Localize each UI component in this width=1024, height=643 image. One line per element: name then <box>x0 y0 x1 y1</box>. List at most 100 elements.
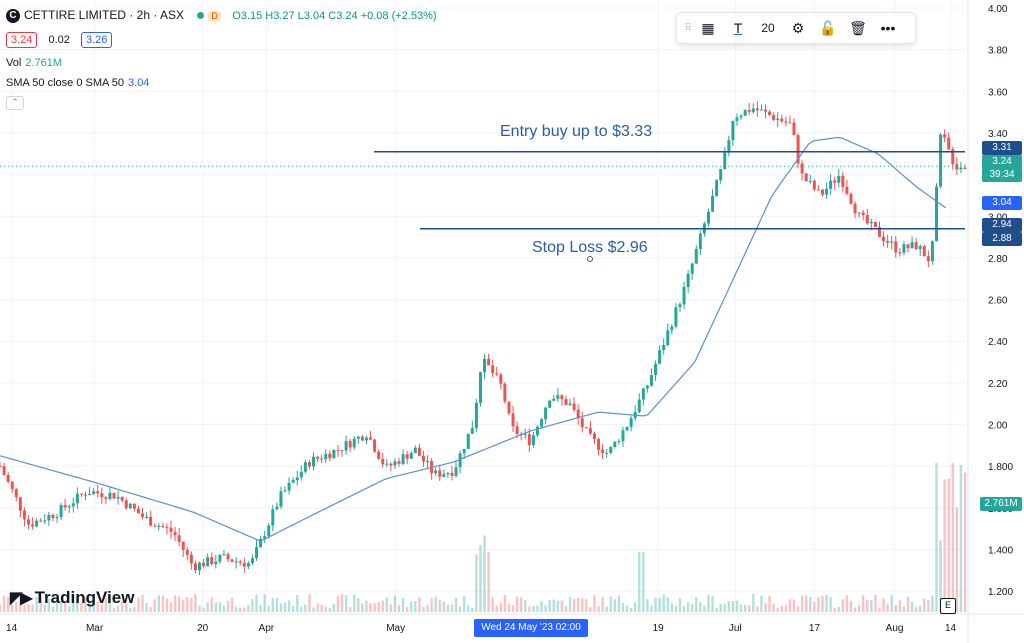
earnings-icon[interactable]: E <box>940 598 956 614</box>
price-axis: 4.003.803.603.403.203.002.802.602.402.20… <box>967 0 1013 643</box>
volume-bar <box>764 603 767 612</box>
sma-legend[interactable]: SMA 50 close 0 SMA 50 3.04 <box>6 77 149 89</box>
candle-body <box>246 563 250 567</box>
candle-body <box>275 506 279 510</box>
candle-body <box>206 557 210 567</box>
candle-body <box>906 244 910 249</box>
more-icon[interactable]: ••• <box>880 20 896 36</box>
candle-body <box>145 516 149 518</box>
volume-bar <box>332 603 336 612</box>
volume-bar <box>202 607 205 612</box>
volume-bar <box>430 598 433 612</box>
candle-body <box>743 109 747 116</box>
candle-body <box>92 491 96 495</box>
candle-body <box>837 175 841 183</box>
ask-button[interactable]: 3.26 <box>80 32 113 48</box>
candle-body <box>727 140 731 153</box>
candle-body <box>132 503 136 509</box>
collapse-legend-icon[interactable]: ⌃ <box>6 96 24 110</box>
candle-body <box>678 304 682 308</box>
bid-button[interactable]: 3.24 <box>6 32 38 48</box>
volume-bar <box>560 600 564 612</box>
volume-bar <box>845 595 849 612</box>
candle-body <box>177 535 181 542</box>
volume-bar <box>80 602 83 612</box>
delete-icon[interactable]: 🗑 <box>849 19 867 36</box>
volume-bar <box>638 552 641 612</box>
candle-body <box>662 345 666 351</box>
volume-bar <box>153 599 156 612</box>
volume-bar <box>72 594 75 612</box>
candle-body <box>136 508 140 514</box>
candle-body <box>629 418 633 428</box>
candle-body <box>890 241 894 243</box>
price-tick-label: 3.40 <box>988 129 1008 140</box>
volume-bar <box>418 596 421 612</box>
candle-body <box>706 211 710 224</box>
volume-bar <box>784 605 788 612</box>
candle-body <box>812 180 816 190</box>
volume-bar <box>369 603 372 612</box>
volume-bar <box>902 606 906 612</box>
candle-body <box>934 186 938 242</box>
symbol-logo-icon: C <box>6 8 20 23</box>
volume-bar <box>385 597 389 612</box>
volume-bar <box>149 607 152 612</box>
candle-body <box>112 492 116 499</box>
candle-body <box>776 118 780 120</box>
volume-bar <box>88 602 91 612</box>
drag-handle-icon[interactable]: ⠿ <box>684 22 692 34</box>
volume-bar <box>300 606 303 612</box>
candle-body <box>328 453 332 459</box>
volume-legend[interactable]: Vol 2.761M <box>6 57 62 69</box>
text-color-icon[interactable]: T <box>733 20 743 36</box>
candle-body <box>0 466 2 468</box>
candle-body <box>800 163 804 174</box>
candle-body <box>645 385 649 389</box>
candle-body <box>185 549 189 555</box>
template-icon[interactable]: ▦ <box>701 19 715 36</box>
candle-body <box>825 188 829 195</box>
volume-bar <box>662 594 665 612</box>
volume-bar <box>450 604 454 612</box>
candle-body <box>877 226 881 237</box>
volume-bar <box>438 599 441 612</box>
candle-body <box>100 493 104 498</box>
candle-body <box>218 555 222 562</box>
unlock-icon[interactable]: 🔓 <box>819 19 837 36</box>
candle-body <box>898 252 902 254</box>
candle-body <box>39 520 43 522</box>
price-tick-label: 2.20 <box>988 379 1008 390</box>
volume-value: 2.761M <box>25 57 62 69</box>
candle-body <box>772 115 776 120</box>
volume-bar <box>788 599 792 612</box>
price-tick-label: 1.400 <box>988 546 1013 557</box>
volume-bar <box>454 597 458 612</box>
candle-body <box>454 467 458 476</box>
volume-bar <box>792 599 796 612</box>
candle-body <box>450 472 454 476</box>
volume-bar <box>735 600 739 612</box>
candle-body <box>340 450 344 452</box>
volume-bar <box>112 607 116 612</box>
volume-bar <box>182 600 185 612</box>
candle-body <box>686 273 690 288</box>
volume-bar <box>919 605 922 612</box>
candle-body <box>959 167 963 170</box>
candle-body <box>226 554 230 560</box>
volume-bar <box>650 605 653 612</box>
tradingview-logo[interactable]: ◤▶ TradingView <box>10 588 134 608</box>
change-value: +0.08 (+2.53%) <box>360 10 437 22</box>
symbol-title[interactable]: CETTIRE LIMITED · 2h · ASX <box>24 8 185 22</box>
font-size-button[interactable]: 20 <box>761 21 775 35</box>
candle-body <box>515 426 519 434</box>
candle-body <box>67 506 71 508</box>
volume-bar <box>133 606 136 612</box>
candle-body <box>149 516 153 526</box>
candle-body <box>869 221 873 224</box>
volume-bar <box>275 598 279 612</box>
volume-bar <box>129 607 132 612</box>
volume-bar <box>287 600 291 612</box>
settings-icon[interactable]: ⚙ <box>791 19 805 36</box>
